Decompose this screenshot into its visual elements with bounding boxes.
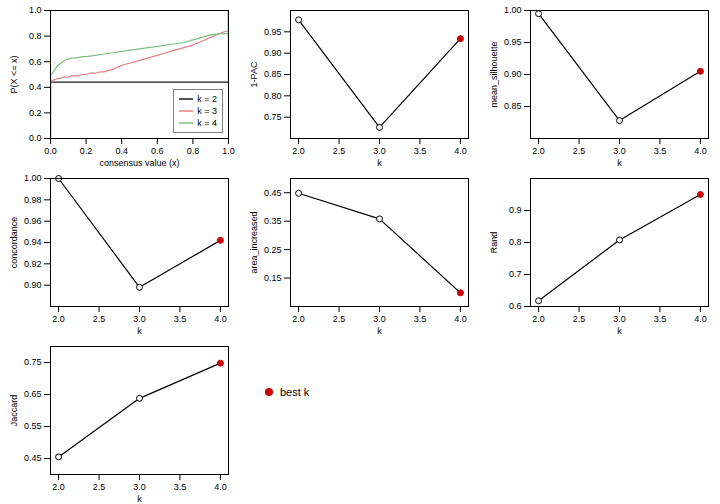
svg-text:3.5: 3.5 <box>414 146 427 156</box>
svg-text:0.2: 0.2 <box>80 146 93 156</box>
svg-text:3.5: 3.5 <box>174 482 187 492</box>
svg-text:0.92: 0.92 <box>24 259 42 269</box>
html-text:best k: best k <box>280 386 310 398</box>
svg-text:2.0: 2.0 <box>52 314 65 324</box>
svg-text:4.0: 4.0 <box>454 314 467 324</box>
svg-text:3.5: 3.5 <box>174 314 187 324</box>
svg-text:2.0: 2.0 <box>292 314 305 324</box>
svg-text:2.0: 2.0 <box>52 482 65 492</box>
svg-text:P(X <= x): P(X <= x) <box>9 55 19 93</box>
svg-text:3.0: 3.0 <box>133 314 146 324</box>
svg-text:2.5: 2.5 <box>93 314 106 324</box>
svg-text:k: k <box>137 326 142 336</box>
svg-text:2.5: 2.5 <box>333 314 346 324</box>
svg-text:0.6: 0.6 <box>29 57 42 67</box>
svg-text:0.8: 0.8 <box>509 237 522 247</box>
svg-text:0.6: 0.6 <box>509 301 522 311</box>
svg-text:area_increased: area_increased <box>249 211 259 273</box>
svg-text:2.5: 2.5 <box>333 146 346 156</box>
svg-text:0.96: 0.96 <box>24 216 42 226</box>
html-text:k = 3: k = 3 <box>197 106 217 116</box>
svg-text:1.0: 1.0 <box>29 5 42 15</box>
svg-text:3.0: 3.0 <box>373 146 386 156</box>
svg-text:0.95: 0.95 <box>504 37 522 47</box>
html-text:k = 2: k = 2 <box>197 94 217 104</box>
svg-text:k: k <box>137 494 142 504</box>
svg-text:0.45: 0.45 <box>264 188 282 198</box>
svg-text:0.0: 0.0 <box>29 133 42 143</box>
svg-text:3.0: 3.0 <box>613 146 626 156</box>
svg-text:2.0: 2.0 <box>292 146 305 156</box>
svg-text:k: k <box>617 326 622 336</box>
svg-text:concordance: concordance <box>9 217 19 269</box>
svg-text:0.94: 0.94 <box>24 237 42 247</box>
svg-text:0.0: 0.0 <box>44 146 57 156</box>
svg-text:0.8: 0.8 <box>187 146 200 156</box>
svg-text:0.45: 0.45 <box>24 453 42 463</box>
svg-text:2.5: 2.5 <box>93 482 106 492</box>
svg-text:0.55: 0.55 <box>24 421 42 431</box>
svg-text:3.5: 3.5 <box>414 314 427 324</box>
svg-text:0.85: 0.85 <box>504 101 522 111</box>
svg-text:3.5: 3.5 <box>654 314 667 324</box>
svg-text:3.0: 3.0 <box>373 314 386 324</box>
svg-text:consensus value (x): consensus value (x) <box>99 158 179 168</box>
svg-text:0.90: 0.90 <box>504 69 522 79</box>
svg-text:0.8: 0.8 <box>29 31 42 41</box>
svg-text:mean_silhouette: mean_silhouette <box>489 41 499 107</box>
svg-text:3.5: 3.5 <box>654 146 667 156</box>
svg-text:Rand: Rand <box>489 232 499 254</box>
svg-text:1.00: 1.00 <box>24 173 42 183</box>
svg-text:3.0: 3.0 <box>133 482 146 492</box>
svg-text:0.90: 0.90 <box>24 280 42 290</box>
svg-text:4.0: 4.0 <box>214 482 227 492</box>
svg-text:Jaccard: Jaccard <box>9 395 19 427</box>
svg-text:0.2: 0.2 <box>29 108 42 118</box>
svg-text:k: k <box>617 158 622 168</box>
svg-text:1.0: 1.0 <box>222 146 235 156</box>
html-text:k = 4: k = 4 <box>197 118 217 128</box>
svg-text:1.00: 1.00 <box>504 5 522 15</box>
svg-text:k: k <box>377 326 382 336</box>
svg-text:0.4: 0.4 <box>29 82 42 92</box>
svg-text:3.0: 3.0 <box>613 314 626 324</box>
svg-text:4.0: 4.0 <box>694 146 707 156</box>
svg-text:2.5: 2.5 <box>573 146 586 156</box>
svg-text:1-PAC: 1-PAC <box>249 61 259 87</box>
svg-text:0.85: 0.85 <box>264 69 282 79</box>
svg-text:0.90: 0.90 <box>264 48 282 58</box>
svg-text:2.0: 2.0 <box>532 314 545 324</box>
svg-text:0.25: 0.25 <box>264 244 282 254</box>
svg-text:k: k <box>377 158 382 168</box>
svg-text:0.35: 0.35 <box>264 216 282 226</box>
svg-text:0.95: 0.95 <box>264 27 282 37</box>
svg-text:2.5: 2.5 <box>573 314 586 324</box>
svg-text:0.65: 0.65 <box>24 389 42 399</box>
svg-text:0.98: 0.98 <box>24 195 42 205</box>
svg-text:0.75: 0.75 <box>264 112 282 122</box>
svg-text:0.9: 0.9 <box>509 205 522 215</box>
svg-text:0.80: 0.80 <box>264 91 282 101</box>
svg-text:4.0: 4.0 <box>694 314 707 324</box>
svg-text:0.4: 0.4 <box>115 146 128 156</box>
svg-text:4.0: 4.0 <box>214 314 227 324</box>
svg-text:2.0: 2.0 <box>532 146 545 156</box>
svg-text:0.6: 0.6 <box>151 146 164 156</box>
svg-text:0.75: 0.75 <box>24 357 42 367</box>
svg-text:0.7: 0.7 <box>509 269 522 279</box>
svg-text:4.0: 4.0 <box>454 146 467 156</box>
svg-text:0.15: 0.15 <box>264 273 282 283</box>
